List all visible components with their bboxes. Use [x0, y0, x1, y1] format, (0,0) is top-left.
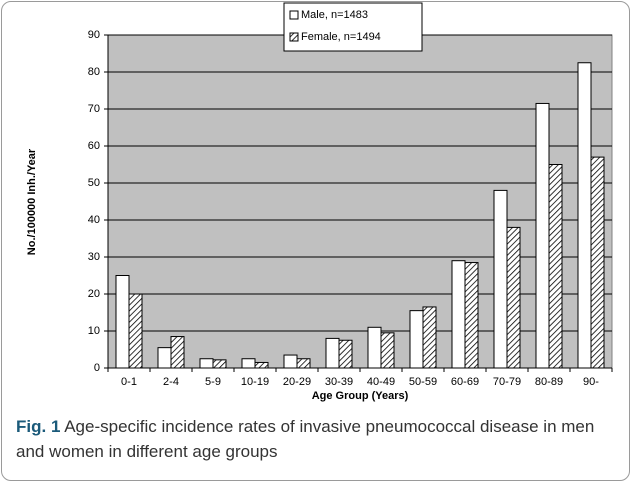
x-tick-label: 2-4 — [163, 376, 179, 388]
bar — [590, 156, 605, 369]
x-tick-label: 90- — [583, 376, 599, 388]
y-tick-label: 60 — [88, 140, 100, 152]
legend-swatch — [289, 32, 299, 42]
bar — [199, 358, 214, 369]
y-tick-label: 50 — [88, 177, 100, 189]
chart: No./100000 Inh./Year Age Group (Years) 0… — [26, 2, 613, 402]
x-tick-label: 50-59 — [409, 376, 437, 388]
bar — [338, 339, 353, 369]
x-axis-label: Age Group (Years) — [312, 390, 409, 402]
bar — [283, 354, 298, 369]
y-tick-label: 30 — [88, 251, 100, 263]
y-tick-label: 10 — [88, 325, 100, 337]
x-tick-label: 30-39 — [325, 376, 353, 388]
x-tick-label: 80-89 — [535, 376, 563, 388]
bar — [128, 293, 143, 369]
caption-text: Age-specific incidence rates of invasive… — [16, 417, 595, 461]
bar — [548, 164, 563, 369]
y-tick-label: 80 — [88, 66, 100, 78]
x-tick-label: 70-79 — [493, 376, 521, 388]
bar — [212, 359, 227, 369]
x-tick-label: 10-19 — [241, 376, 269, 388]
legend-label: Female, n=1494 — [301, 31, 381, 43]
bar — [296, 358, 311, 369]
bar — [409, 310, 424, 369]
y-tick-label: 20 — [88, 288, 100, 300]
bar — [577, 62, 592, 369]
bar — [464, 262, 479, 369]
legend-swatch — [289, 10, 299, 20]
bar — [115, 275, 130, 369]
x-tick-label: 5-9 — [205, 376, 221, 388]
legend-box — [283, 2, 423, 52]
y-axis-label: No./100000 Inh./Year — [26, 148, 38, 255]
x-tick-label: 60-69 — [451, 376, 479, 388]
plot-area — [107, 34, 613, 369]
bar — [422, 306, 437, 369]
legend-label: Male, n=1483 — [301, 9, 368, 21]
x-tick-label: 40-49 — [367, 376, 395, 388]
bar — [506, 226, 521, 369]
caption: Fig. 1 Age-specific incidence rates of i… — [16, 414, 616, 464]
bar — [380, 332, 395, 369]
bar — [493, 189, 508, 369]
bar — [325, 337, 340, 369]
caption-label: Fig. 1 — [16, 417, 61, 436]
bar — [535, 102, 550, 369]
y-tick-label: 0 — [94, 362, 100, 374]
x-tick-label: 0-1 — [121, 376, 137, 388]
y-tick-label: 90 — [88, 29, 100, 41]
bar — [367, 326, 382, 369]
bar — [241, 358, 256, 369]
bar — [157, 347, 172, 369]
bar — [451, 260, 466, 369]
y-tick-label: 40 — [88, 214, 100, 226]
y-tick-label: 70 — [88, 103, 100, 115]
bar — [170, 336, 185, 369]
bar — [254, 361, 269, 369]
x-tick-label: 20-29 — [283, 376, 311, 388]
